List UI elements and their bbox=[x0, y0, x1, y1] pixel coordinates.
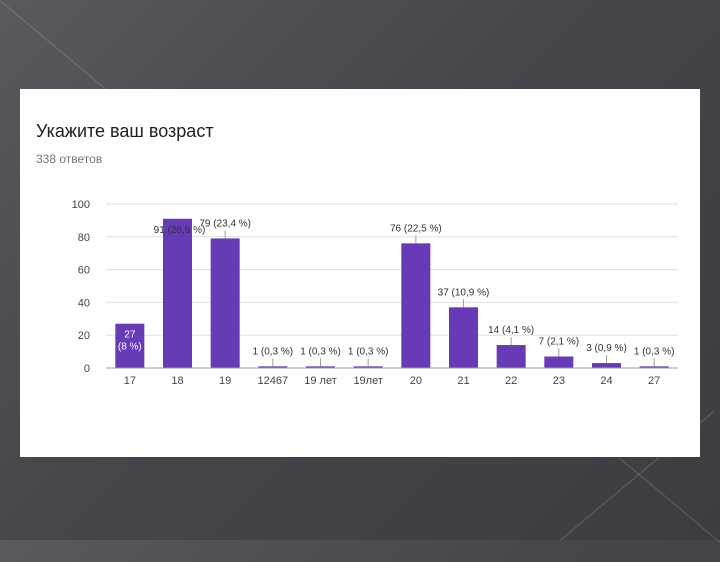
bar bbox=[353, 366, 383, 368]
x-tick-label: 19 bbox=[219, 375, 231, 387]
x-tick-label: 20 bbox=[410, 375, 422, 387]
question-title: Укажите ваш возраст bbox=[36, 121, 214, 141]
y-tick-label: 80 bbox=[78, 232, 90, 244]
bar-value-label: 1 (0,3 %) bbox=[300, 346, 341, 357]
x-tick-label: 21 bbox=[457, 375, 469, 387]
y-tick-label: 60 bbox=[78, 265, 90, 277]
bar-value-label: 1 (0,3 %) bbox=[348, 346, 389, 357]
bar bbox=[449, 307, 478, 368]
x-tick-label: 19 лет bbox=[304, 375, 337, 387]
bar bbox=[496, 345, 526, 368]
y-tick-label: 40 bbox=[78, 297, 90, 309]
x-tick-label: 19лет bbox=[353, 375, 382, 387]
bar-value-label: 79 (23,4 %) bbox=[199, 218, 251, 229]
y-tick-label: 20 bbox=[78, 330, 90, 342]
bar bbox=[210, 238, 240, 368]
bar-value-label: 37 (10,9 %) bbox=[438, 287, 490, 298]
bar-value-label: 1 (0,3 %) bbox=[634, 346, 675, 357]
response-summary-card: Укажите ваш возраст 338 ответов 0 20 40 60 8… bbox=[20, 89, 700, 457]
age-bar-chart: 0 20 40 60 80 100 17 27 (8 %) 18 91 (26,9 %) 19 79 (… bbox=[72, 199, 678, 387]
bar-value-label: 76 (22,5 %) bbox=[390, 223, 442, 234]
x-tick-label: 24 bbox=[600, 375, 612, 387]
x-tick-label: 22 bbox=[505, 375, 517, 387]
x-tick-label: 27 bbox=[648, 375, 660, 387]
bar-value-label: 7 (2,1 %) bbox=[539, 337, 580, 348]
bar-value-label: 27 (8 %) bbox=[118, 330, 142, 353]
bar bbox=[544, 356, 574, 368]
bar bbox=[115, 323, 145, 368]
bar bbox=[306, 366, 335, 368]
bar bbox=[163, 218, 192, 368]
bar bbox=[258, 366, 288, 368]
x-tick-label: 18 bbox=[171, 375, 183, 387]
bar-value-label: 91 (26,9 %) bbox=[154, 225, 206, 236]
bar bbox=[592, 363, 621, 368]
y-tick-label: 100 bbox=[72, 199, 90, 211]
bar bbox=[639, 366, 669, 368]
bar bbox=[401, 243, 431, 368]
bar-value-label: 3 (0,9 %) bbox=[586, 343, 627, 354]
bar-value-label: 14 (4,1 %) bbox=[488, 325, 534, 336]
x-tick-label: 17 bbox=[124, 375, 136, 387]
y-tick-label: 0 bbox=[84, 363, 90, 375]
response-count: 338 ответов bbox=[36, 152, 103, 166]
bar-value-label: 1 (0,3 %) bbox=[253, 346, 294, 357]
x-tick-label: 23 bbox=[553, 375, 565, 387]
x-tick-label: 12467 bbox=[258, 375, 289, 387]
